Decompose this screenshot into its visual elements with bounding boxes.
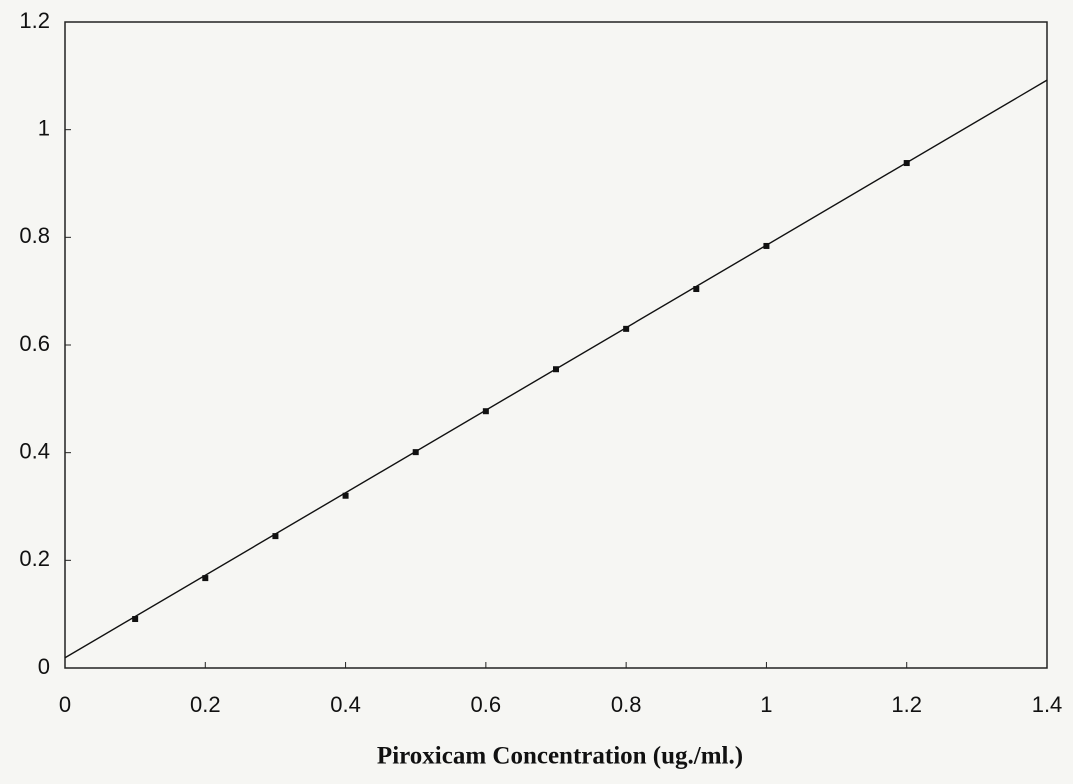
x-tick-label: 0.6	[471, 692, 502, 717]
data-point	[202, 575, 209, 582]
data-point	[482, 408, 489, 415]
y-tick-label: 0.2	[19, 546, 50, 571]
x-tick-label: 0.2	[190, 692, 221, 717]
data-point	[903, 160, 910, 167]
y-tick-label: 1.2	[19, 8, 50, 33]
x-tick-label: 0.4	[330, 692, 361, 717]
data-point	[412, 449, 419, 456]
data-point	[623, 325, 630, 332]
x-tick-label: 1	[760, 692, 772, 717]
data-point	[342, 492, 349, 499]
x-tick-label: 0	[59, 692, 71, 717]
y-tick-label: 0.6	[19, 331, 50, 356]
x-tick-label: 1.2	[891, 692, 922, 717]
data-point	[132, 616, 139, 623]
x-axis-label: Piroxicam Concentration (ug./ml.)	[377, 743, 743, 770]
y-tick-label: 0.4	[19, 438, 50, 463]
data-point	[272, 533, 279, 540]
y-tick-label: 0	[38, 654, 50, 679]
y-tick-label: 0.8	[19, 223, 50, 248]
x-tick-label: 1.4	[1032, 692, 1063, 717]
data-point	[763, 242, 770, 249]
data-point	[693, 286, 700, 293]
data-point	[553, 366, 559, 373]
x-tick-label: 0.8	[611, 692, 642, 717]
y-tick-label: 1	[38, 115, 50, 140]
